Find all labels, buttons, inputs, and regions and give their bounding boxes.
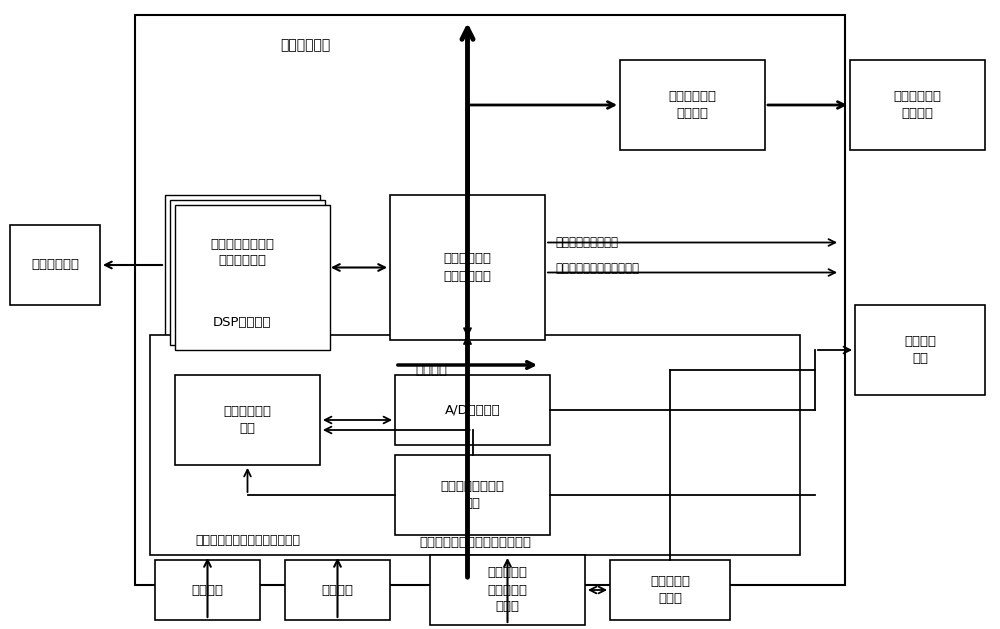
Text: 数据记录
分机: 数据记录 分机	[904, 335, 936, 365]
Bar	[395, 375, 550, 445]
Text: 飞机总线: 飞机总线	[192, 584, 224, 596]
Text: 融合数据: 融合数据	[415, 364, 447, 377]
Bar	[155, 560, 260, 620]
Text: 低功率模拟
信号与接收
机单元: 低功率模拟 信号与接收 机单元	[488, 567, 528, 613]
Bar	[390, 195, 545, 340]
Bar	[175, 375, 320, 465]
Bar	[165, 195, 320, 340]
Text: 到低功率模拟与接收机单元: 到低功率模拟与接收机单元	[555, 262, 639, 274]
Bar	[395, 455, 550, 535]
Bar	[170, 200, 325, 345]
Bar	[610, 560, 730, 620]
Text: 到高功率发射机单元: 到高功率发射机单元	[555, 237, 618, 250]
Text: 雷达信息与数据一体化采集单元: 雷达信息与数据一体化采集单元	[195, 533, 300, 547]
Text: 高功率发射
机单元: 高功率发射 机单元	[650, 575, 690, 605]
Text: DSP处理模块: DSP处理模块	[213, 316, 272, 328]
Text: 雷达信息与数据一体化采集单元: 雷达信息与数据一体化采集单元	[419, 537, 531, 550]
Bar	[430, 555, 585, 625]
Bar	[150, 335, 800, 555]
Bar	[135, 15, 845, 585]
Text: 飞机惯导: 飞机惯导	[322, 584, 354, 596]
Bar	[285, 560, 390, 620]
Text: 系统检测、控
制与管理单元: 系统检测、控 制与管理单元	[444, 252, 492, 282]
Bar	[620, 60, 765, 150]
Bar	[175, 205, 330, 350]
Text: A/D缓存模块: A/D缓存模块	[445, 403, 500, 416]
Text: 数据传输接口: 数据传输接口	[31, 259, 79, 272]
Bar	[855, 305, 985, 395]
Text: 辅助数据形成
模块: 辅助数据形成 模块	[224, 405, 272, 435]
Text: 实时成像处理单元
运动补偿单元: 实时成像处理单元 运动补偿单元	[210, 238, 274, 267]
Text: 天线稳定平台
控制分机: 天线稳定平台 控制分机	[894, 90, 942, 120]
Text: 数据传输总线: 数据传输总线	[280, 38, 330, 52]
Bar	[850, 60, 985, 150]
Bar	[10, 225, 100, 305]
Text: 天线稳定平台
控制接口: 天线稳定平台 控制接口	[668, 90, 716, 120]
Text: 分机状态参数采集
模块: 分机状态参数采集 模块	[440, 480, 505, 510]
